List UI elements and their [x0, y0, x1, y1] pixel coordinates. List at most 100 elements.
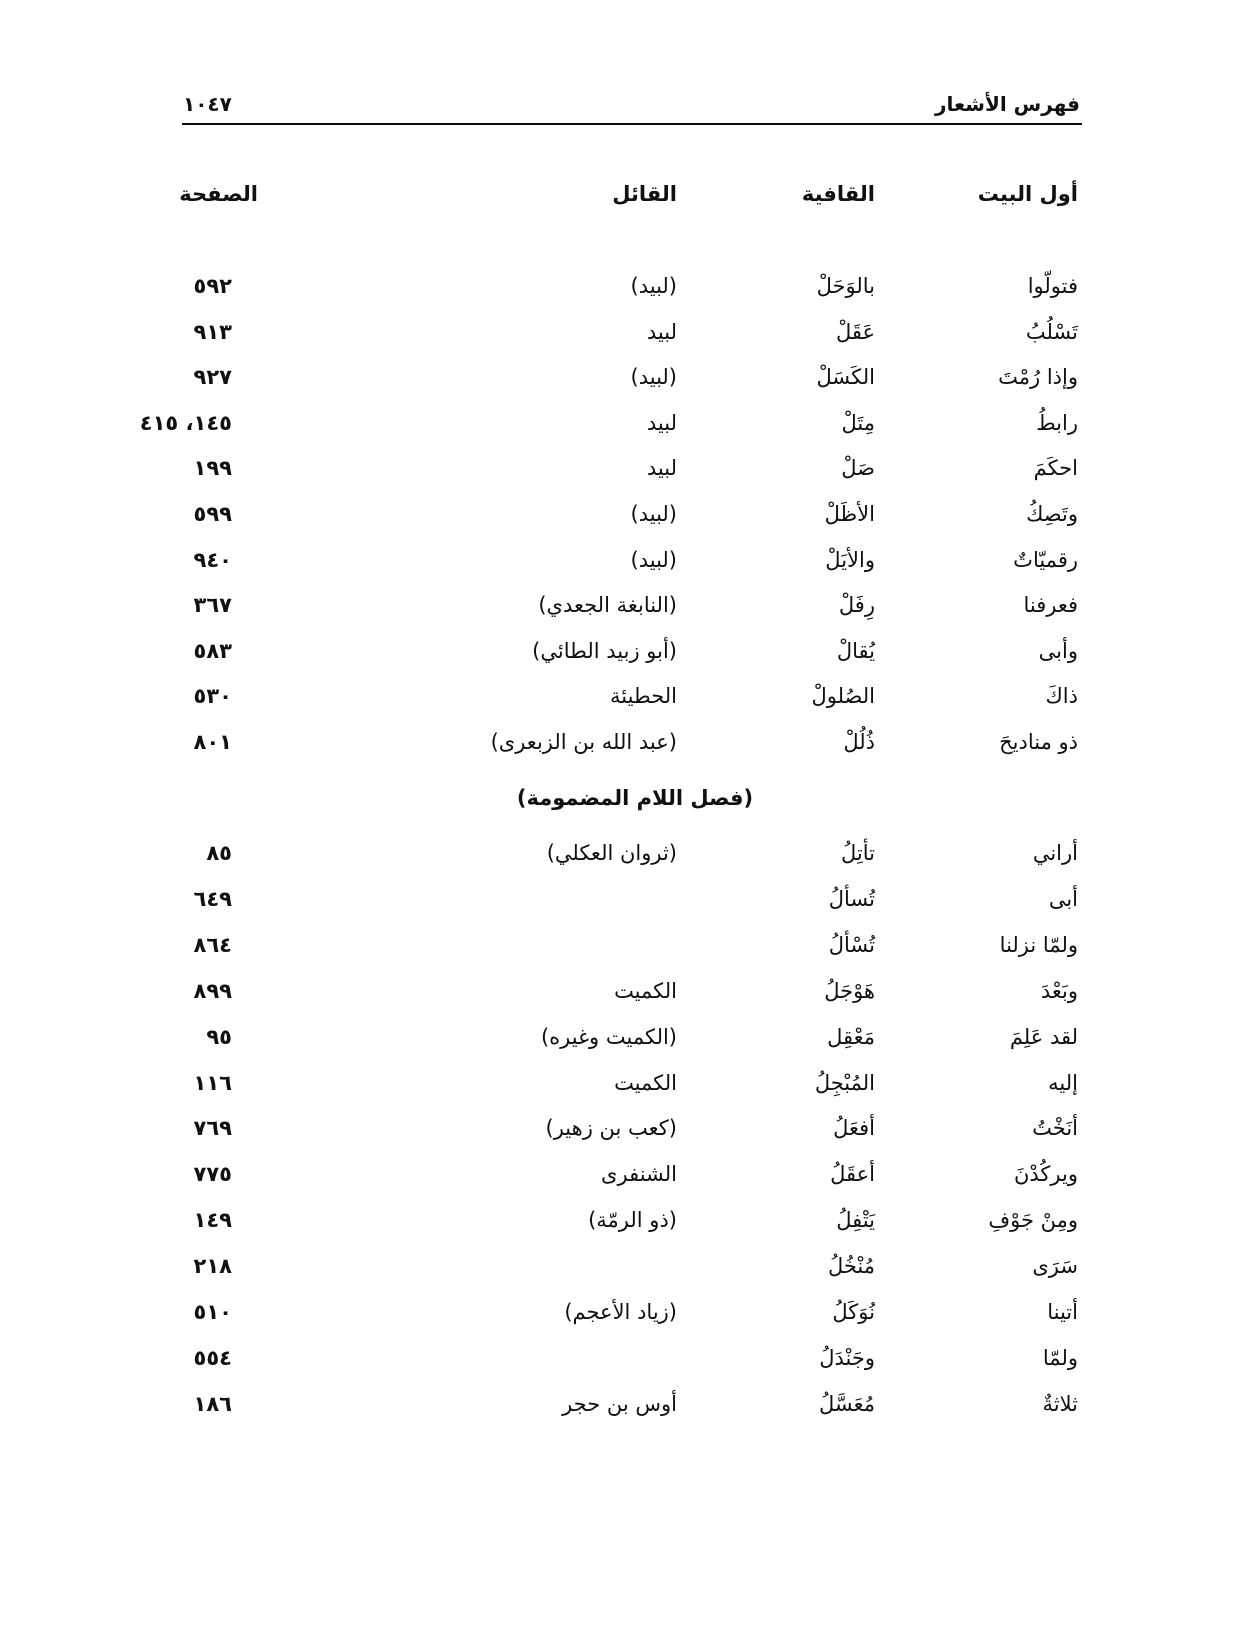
first-verse-cell: ويركُدْنَ	[1013, 1162, 1078, 1187]
poet-cell: (لبيد)	[630, 502, 677, 526]
index-row: ومِنْ جَوْفِ يَتْفِلُ (ذو الرمّة) ١٤٩	[0, 1208, 1235, 1248]
first-verse-cell: فعرفنا	[1023, 593, 1078, 618]
poet-cell: الكميت	[614, 1070, 677, 1095]
rhyme-cell: الأظَلْ	[824, 502, 875, 526]
page-cell: ٩٤٠	[193, 547, 232, 572]
first-verse-cell: وبَعْدَ	[1040, 978, 1078, 1003]
rhyme-cell: الكَسَلْ	[816, 365, 875, 390]
rhyme-cell: مُعَسَّلُ	[818, 1391, 875, 1416]
poet-cell: (ثروان العكلي)	[546, 841, 677, 865]
page-cell: ٥١٠	[193, 1300, 232, 1324]
first-verse-cell: ذاكَ	[1045, 684, 1079, 709]
index-row: احكَمَ صَلْ لبيد ١٩٩	[0, 456, 1235, 496]
first-verse-cell: رقميّاتٌ	[1013, 547, 1078, 572]
rhyme-cell: ذُلُلْ	[843, 730, 875, 754]
index-row: سَرَى مُنْخُلُ ٢١٨	[0, 1254, 1235, 1294]
index-row: تَسْلُبُ عَقَلْ لبيد ٩١٣	[0, 320, 1235, 360]
poet-cell: لبيد	[646, 456, 677, 481]
poet-cell: (لبيد)	[630, 365, 677, 390]
index-row: وتَصِكُ الأظَلْ (لبيد) ٥٩٩	[0, 502, 1235, 542]
first-verse-cell: وأبى	[1038, 638, 1078, 663]
index-row: ولمّا نزلنا تُسْألُ ٨٦٤	[0, 933, 1235, 973]
rhyme-cell: صَلْ	[841, 456, 875, 481]
first-verse-cell: وتَصِكُ	[1026, 502, 1078, 526]
index-row: فتولّوا بالوَحَلْ (لبيد) ٥٩٢	[0, 274, 1235, 314]
rhyme-cell: مِتَلْ	[841, 410, 876, 435]
index-row: وأبى يُقالْ (أبو زبيد الطائي) ٥٨٣	[0, 639, 1235, 679]
page-cell: ٥٣٠	[193, 684, 232, 709]
poet-cell: (ذو الرمّة)	[588, 1208, 677, 1233]
rhyme-cell: مُنْخُلُ	[827, 1254, 875, 1279]
index-row: أتينا نُوَكَلُ (زياد الأعجم) ٥١٠	[0, 1300, 1235, 1340]
index-row: وإذا رُمْتَ الكَسَلْ (لبيد) ٩٢٧	[0, 365, 1235, 405]
rhyme-cell: نُوَكَلُ	[832, 1300, 875, 1324]
poet-cell: الحطيئة	[610, 684, 677, 709]
page-cell: ٢١٨	[193, 1254, 232, 1279]
page-cell: ١١٦	[193, 1070, 232, 1095]
first-verse-cell: ثلاثةٌ	[1042, 1391, 1078, 1416]
poet-cell: (الكميت وغيره)	[540, 1024, 677, 1049]
poet-cell: (عبد الله بن الزبعرى)	[490, 730, 677, 754]
index-row: فعرفنا رِفَلْ (النابغة الجعدي) ٣٦٧	[0, 593, 1235, 633]
index-row: ويركُدْنَ أعقَلُ الشنفرى ٧٧٥	[0, 1162, 1235, 1202]
index-row: ذو مناديحَ ذُلُلْ (عبد الله بن الزبعرى) ٨٠١	[0, 730, 1235, 770]
rhyme-cell: المُبْجِلُ	[814, 1070, 875, 1095]
index-row: إليه المُبْجِلُ الكميت ١١٦	[0, 1071, 1235, 1111]
poet-cell: الكميت	[614, 978, 677, 1003]
page-cell: ٧٧٥	[193, 1162, 232, 1187]
page-cell: ٦٤٩	[193, 886, 232, 911]
rhyme-cell: تُسألُ	[828, 886, 875, 911]
column-header-rhyme: القافية	[801, 182, 875, 206]
poet-cell: الشنفرى	[601, 1162, 677, 1187]
first-verse-cell: رابطُ	[1036, 410, 1078, 435]
index-row: وبَعْدَ هَوْجَلُ الكميت ٨٩٩	[0, 979, 1235, 1019]
page-cell: ٥٨٣	[193, 638, 232, 663]
page-cell: ١٤٥، ٤١٥	[139, 410, 232, 435]
rhyme-cell: بالوَحَلْ	[816, 274, 875, 298]
poet-cell: (لبيد)	[630, 547, 677, 572]
page-cell: ١٩٩	[193, 456, 232, 481]
page-cell: ٩١٣	[193, 319, 232, 344]
first-verse-cell: ولمّا نزلنا	[999, 932, 1078, 957]
page-cell: ٩٢٧	[193, 365, 232, 390]
rhyme-cell: تأتِلُ	[841, 841, 875, 865]
index-row: أبى تُسألُ ٦٤٩	[0, 887, 1235, 927]
page-cell: ٥٩٩	[193, 502, 232, 526]
rhyme-cell: رِفَلْ	[838, 593, 875, 618]
first-verse-cell: تَسْلُبُ	[1025, 319, 1078, 344]
column-header-poet: القائل	[612, 182, 677, 206]
poet-cell: (زياد الأعجم)	[564, 1300, 677, 1324]
poet-cell: لبيد	[646, 319, 677, 344]
first-verse-cell: احكَمَ	[1033, 456, 1078, 481]
rhyme-cell: يَتْفِلُ	[836, 1208, 875, 1233]
page-cell: ٩٥	[206, 1024, 232, 1049]
page-cell: ٥٩٢	[193, 274, 232, 298]
column-header-page: الصفحة	[179, 182, 258, 206]
index-row: لقد عَلِمَ مَعْقِل (الكميت وغيره) ٩٥	[0, 1025, 1235, 1065]
index-row: رابطُ مِتَلْ لبيد ١٤٥، ٤١٥	[0, 411, 1235, 451]
poet-cell: (أبو زبيد الطائي)	[532, 638, 677, 663]
page-cell: ٥٥٤	[193, 1345, 232, 1370]
first-verse-cell: أنَخْتُ	[1032, 1116, 1078, 1141]
page-number: ١٠٤٧	[183, 92, 232, 116]
first-verse-cell: فتولّوا	[1027, 274, 1078, 298]
running-title: فهرس الأشعار	[934, 92, 1080, 116]
poet-cell: أوس بن حجر	[562, 1391, 677, 1416]
index-row: أنَخْتُ أفعَلُ (كعب بن زهير) ٧٦٩	[0, 1116, 1235, 1156]
page-cell: ٨٥	[206, 841, 232, 865]
first-verse-cell: وإذا رُمْتَ	[998, 365, 1078, 390]
first-verse-cell: سَرَى	[1032, 1254, 1078, 1279]
rhyme-cell: أفعَلُ	[833, 1116, 875, 1141]
first-verse-cell: أبى	[1048, 886, 1078, 911]
first-verse-cell: ذو مناديحَ	[999, 730, 1078, 754]
index-row: ولمّا وجَنْدَلُ ٥٥٤	[0, 1346, 1235, 1386]
page-cell: ٣٦٧	[193, 593, 232, 618]
header-rule	[182, 123, 1082, 125]
page-cell: ٨٠١	[193, 730, 232, 754]
index-row: ثلاثةٌ مُعَسَّلُ أوس بن حجر ١٨٦	[0, 1392, 1235, 1432]
index-row: ذاكَ الصُلولْ الحطيئة ٥٣٠	[0, 684, 1235, 724]
rhyme-cell: يُقالْ	[836, 638, 875, 663]
poet-cell: (لبيد)	[630, 274, 677, 298]
rhyme-cell: أعقَلُ	[830, 1162, 875, 1187]
index-row: أراني تأتِلُ (ثروان العكلي) ٨٥	[0, 841, 1235, 881]
